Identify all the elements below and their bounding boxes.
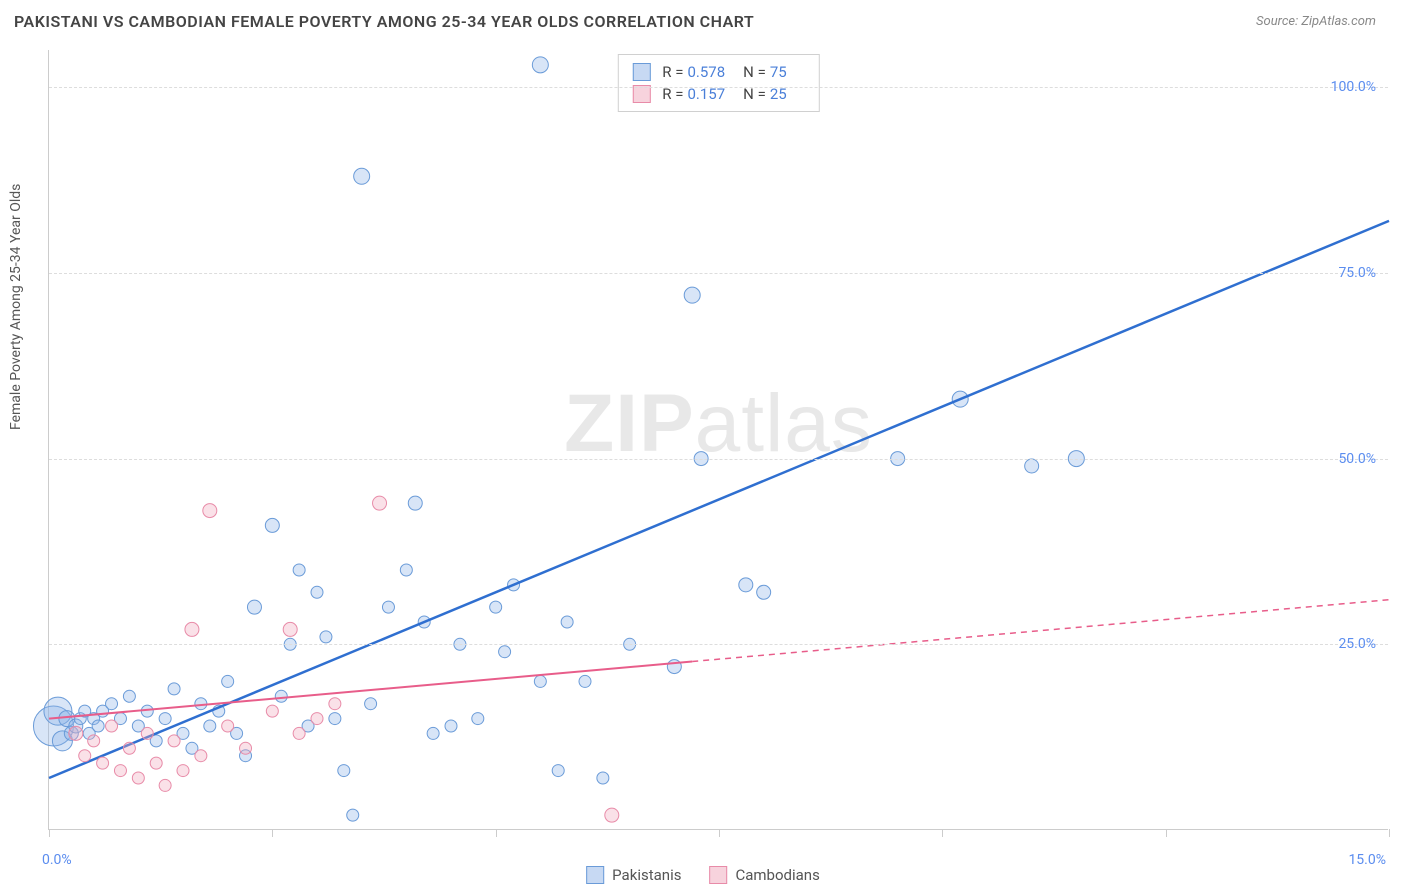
data-point	[1025, 459, 1039, 473]
data-point	[265, 518, 279, 532]
legend-item-cambodians: Cambodians	[709, 866, 819, 884]
data-point	[79, 750, 91, 762]
data-point	[354, 168, 370, 184]
data-point	[579, 675, 591, 687]
data-point	[168, 735, 180, 747]
x-tick-15: 15.0%	[1348, 852, 1386, 868]
data-point	[159, 713, 171, 725]
trend-line-extrapolated	[692, 600, 1389, 662]
y-tick-label: 25.0%	[1338, 636, 1376, 652]
y-tick-label: 75.0%	[1338, 265, 1376, 281]
source-attribution: Source: ZipAtlas.com	[1256, 14, 1376, 29]
data-point	[382, 601, 394, 613]
legend-label: Pakistanis	[612, 866, 681, 884]
swatch-icon	[709, 866, 727, 884]
data-point	[141, 727, 153, 739]
data-point	[320, 631, 332, 643]
data-point	[338, 765, 350, 777]
data-point	[204, 720, 216, 732]
data-point	[311, 713, 323, 725]
data-point	[347, 809, 359, 821]
data-point	[329, 698, 341, 710]
data-point	[159, 779, 171, 791]
y-tick-label: 50.0%	[1338, 451, 1376, 467]
x-tick-0: 0.0%	[42, 852, 72, 868]
data-point	[97, 757, 109, 769]
data-point	[132, 772, 144, 784]
data-point	[185, 622, 199, 636]
trend-line	[49, 221, 1389, 778]
data-point	[114, 765, 126, 777]
data-point	[445, 720, 457, 732]
data-point	[123, 690, 135, 702]
data-point	[561, 616, 573, 628]
data-point	[266, 705, 278, 717]
data-point	[739, 578, 753, 592]
series-legend: Pakistanis Cambodians	[586, 866, 820, 884]
legend-row-pakistanis: R =0.578N =75	[632, 61, 804, 83]
legend-item-pakistanis: Pakistanis	[586, 866, 681, 884]
data-point	[329, 713, 341, 725]
data-point	[311, 586, 323, 598]
data-point	[293, 564, 305, 576]
data-point	[684, 287, 700, 303]
correlation-legend: R =0.578N =75 R =0.157N =25	[617, 54, 819, 112]
data-point	[532, 57, 548, 73]
data-point	[150, 757, 162, 769]
data-point	[400, 564, 412, 576]
scatter-svg	[49, 50, 1388, 829]
data-point	[597, 772, 609, 784]
data-point	[293, 727, 305, 739]
data-point	[92, 720, 104, 732]
data-point	[427, 727, 439, 739]
data-point	[123, 742, 135, 754]
swatch-pakistanis	[632, 63, 650, 81]
data-point	[605, 808, 619, 822]
chart-title: PAKISTANI VS CAMBODIAN FEMALE POVERTY AM…	[14, 12, 754, 31]
data-point	[240, 742, 252, 754]
y-axis-label: Female Poverty Among 25-34 Year Olds	[8, 184, 24, 430]
data-point	[106, 720, 118, 732]
legend-label: Cambodians	[735, 866, 819, 884]
data-point	[552, 765, 564, 777]
data-point	[499, 646, 511, 658]
data-point	[283, 622, 297, 636]
data-point	[203, 504, 217, 518]
data-point	[472, 713, 484, 725]
data-point	[69, 726, 83, 740]
y-tick-label: 100.0%	[1331, 79, 1376, 95]
data-point	[490, 601, 502, 613]
data-point	[408, 496, 422, 510]
data-point	[275, 690, 287, 702]
data-point	[365, 698, 377, 710]
data-point	[195, 698, 207, 710]
chart-plot-area: ZIPatlas R =0.578N =75 R =0.157N =25 25.…	[48, 50, 1388, 830]
data-point	[88, 735, 100, 747]
r-label: R =0.578N =75	[662, 63, 804, 81]
data-point	[168, 683, 180, 695]
swatch-icon	[586, 866, 604, 884]
data-point	[177, 765, 189, 777]
chart-header: PAKISTANI VS CAMBODIAN FEMALE POVERTY AM…	[0, 0, 1406, 39]
data-point	[247, 600, 261, 614]
data-point	[222, 720, 234, 732]
data-point	[373, 496, 387, 510]
data-point	[534, 675, 546, 687]
data-point	[195, 750, 207, 762]
data-point	[222, 675, 234, 687]
data-point	[106, 698, 118, 710]
data-point	[757, 585, 771, 599]
